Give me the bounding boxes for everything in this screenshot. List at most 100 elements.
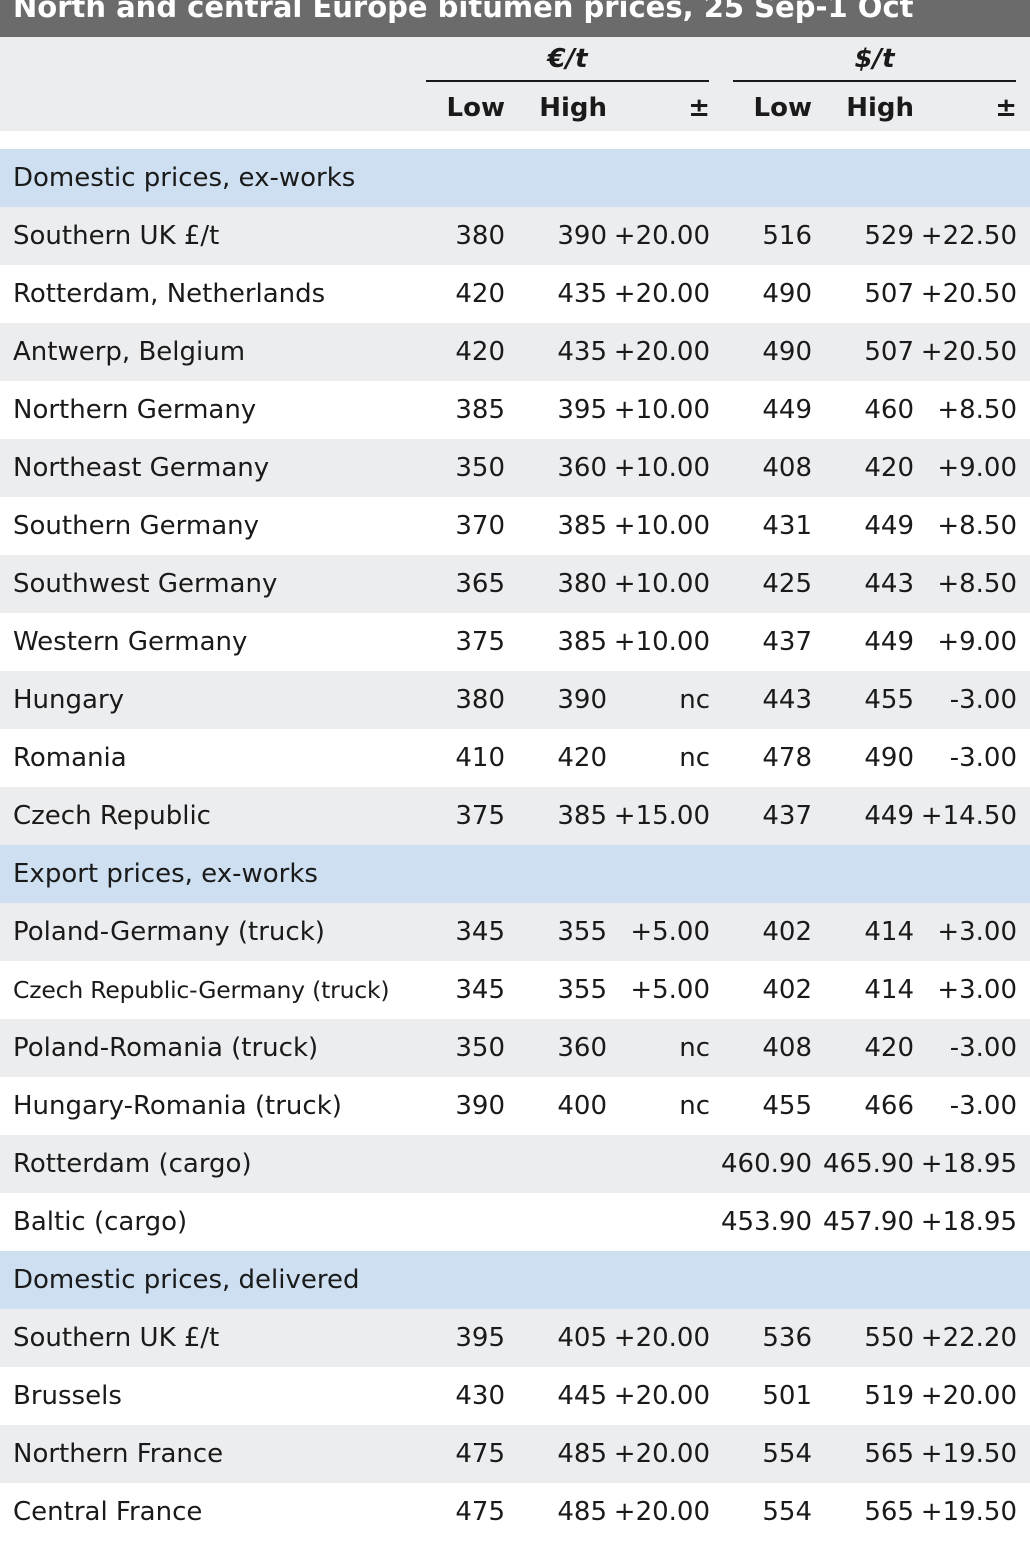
table-row: Antwerp, Belgium 420 435 +20.00 490 507 +20.50: [0, 323, 1030, 381]
cell-usd-change: +8.50: [937, 511, 1017, 541]
cell-usd-high: 490: [864, 743, 914, 773]
cell-eur-low: 475: [455, 1439, 505, 1469]
cell-usd-high: 420: [864, 1033, 914, 1063]
cell-usd-high: 443: [864, 569, 914, 599]
cell-usd-change: -3.00: [949, 1091, 1017, 1121]
row-label: Baltic (cargo): [13, 1207, 188, 1237]
table-row: Central France 475 485 +20.00 554 565 +19.50: [0, 1483, 1030, 1541]
col-header-usd-high: High: [846, 93, 914, 123]
table-row: Northern Germany 385 395 +10.00 449 460 +8.50: [0, 381, 1030, 439]
cell-usd-low: 501: [762, 1381, 812, 1411]
cell-usd-low: 449: [762, 395, 812, 425]
cell-eur-low: 345: [455, 975, 505, 1005]
table-row: Brussels 430 445 +20.00 501 519 +20.00: [0, 1367, 1030, 1425]
cell-usd-change: +22.50: [920, 221, 1017, 251]
cell-usd-change: +9.00: [937, 453, 1017, 483]
cell-eur-high: 380: [557, 569, 607, 599]
cell-usd-low: 402: [762, 975, 812, 1005]
row-label: Rotterdam (cargo): [13, 1149, 252, 1179]
cell-eur-high: 385: [557, 801, 607, 831]
cell-usd-high: 565: [864, 1497, 914, 1527]
cell-eur-change: +20.00: [613, 279, 710, 309]
cell-usd-change: +20.00: [920, 1381, 1017, 1411]
cell-eur-change: +5.00: [630, 975, 710, 1005]
cell-usd-change: +8.50: [937, 395, 1017, 425]
cell-eur-high: 385: [557, 627, 607, 657]
cell-usd-change: +19.50: [920, 1497, 1017, 1527]
table-row: Poland-Romania (truck) 350 360 nc 408 420 -3.0…: [0, 1019, 1030, 1077]
table-row: Hungary 380 390 nc 443 455 -3.00: [0, 671, 1030, 729]
cell-eur-high: 360: [557, 1033, 607, 1063]
table-row: Rotterdam (cargo) 460.90 465.90 +18.95: [0, 1135, 1030, 1193]
cell-usd-high: 465.90: [823, 1149, 914, 1179]
col-header-eur-high: High: [539, 93, 607, 123]
cell-eur-low: 395: [455, 1323, 505, 1353]
cell-eur-change: +10.00: [613, 569, 710, 599]
section-label: Domestic prices, ex-works: [13, 163, 356, 193]
cell-usd-high: 529: [864, 221, 914, 251]
table-row: Baltic (cargo) 453.90 457.90 +18.95: [0, 1193, 1030, 1251]
cell-eur-low: 345: [455, 917, 505, 947]
row-label: Poland-Germany (truck): [13, 917, 325, 947]
header-gap: [0, 131, 1030, 149]
row-label: Rotterdam, Netherlands: [13, 279, 326, 309]
cell-eur-low: 380: [455, 221, 505, 251]
cell-usd-low: 490: [762, 337, 812, 367]
unit-underline-eur: [426, 80, 709, 82]
cell-eur-low: 350: [455, 453, 505, 483]
cell-eur-change: nc: [679, 685, 710, 715]
cell-usd-low: 554: [762, 1439, 812, 1469]
section-header: Domestic prices, ex-works: [0, 149, 1030, 207]
table-row: Southwest Germany 365 380 +10.00 425 443 +8.50: [0, 555, 1030, 613]
cell-eur-low: 390: [455, 1091, 505, 1121]
row-label: Poland-Romania (truck): [13, 1033, 319, 1063]
cell-eur-change: +10.00: [613, 453, 710, 483]
cell-eur-high: 445: [557, 1381, 607, 1411]
unit-header-eur: €/t: [547, 44, 588, 74]
cell-usd-change: -3.00: [949, 743, 1017, 773]
row-label: Southern UK £/t: [13, 1323, 220, 1353]
cell-usd-high: 466: [864, 1091, 914, 1121]
cell-eur-low: 375: [455, 801, 505, 831]
cell-usd-high: 420: [864, 453, 914, 483]
cell-eur-high: 485: [557, 1497, 607, 1527]
cell-eur-change: nc: [679, 743, 710, 773]
unit-underline-usd: [733, 80, 1016, 82]
cell-eur-change: +20.00: [613, 1381, 710, 1411]
table-row: Northern France 475 485 +20.00 554 565 +19.50: [0, 1425, 1030, 1483]
cell-eur-change: +5.00: [630, 917, 710, 947]
cell-usd-high: 457.90: [823, 1207, 914, 1237]
section-header: Domestic prices, delivered: [0, 1251, 1030, 1309]
cell-usd-low: 443: [762, 685, 812, 715]
row-label: Romania: [13, 743, 127, 773]
cell-usd-low: 408: [762, 1033, 812, 1063]
col-header-eur-change: ±: [688, 93, 710, 123]
cell-usd-change: +14.50: [920, 801, 1017, 831]
cell-usd-change: -3.00: [949, 685, 1017, 715]
cell-usd-change: +18.95: [920, 1207, 1017, 1237]
cell-eur-high: 355: [557, 917, 607, 947]
cell-usd-change: +3.00: [937, 917, 1017, 947]
column-header: [0, 37, 1030, 131]
cell-eur-low: 350: [455, 1033, 505, 1063]
cell-usd-high: 550: [864, 1323, 914, 1353]
cell-eur-low: 370: [455, 511, 505, 541]
row-label: Southern Germany: [13, 511, 260, 541]
cell-usd-low: 554: [762, 1497, 812, 1527]
cell-usd-change: -3.00: [949, 1033, 1017, 1063]
table-row: Northeast Germany 350 360 +10.00 408 420 +9.00: [0, 439, 1030, 497]
cell-usd-low: 437: [762, 801, 812, 831]
cell-usd-low: 453.90: [721, 1207, 812, 1237]
cell-usd-low: 460.90: [721, 1149, 812, 1179]
table-row: Southern UK £/t 395 405 +20.00 536 550 +22.20: [0, 1309, 1030, 1367]
cell-usd-high: 449: [864, 627, 914, 657]
cell-eur-high: 485: [557, 1439, 607, 1469]
table-title: North and central Europe bitumen prices,…: [0, 0, 1030, 37]
table-row: Hungary-Romania (truck) 390 400 nc 455 466 -3.…: [0, 1077, 1030, 1135]
price-table-body: Domestic prices, ex-works Southern UK £/t…: [0, 149, 1030, 1541]
table-row: Czech Republic-Germany (truck) 345 355 +5.0…: [0, 961, 1030, 1019]
cell-eur-high: 435: [557, 337, 607, 367]
cell-usd-change: +8.50: [937, 569, 1017, 599]
row-label: Northern Germany: [13, 395, 257, 425]
cell-usd-low: 478: [762, 743, 812, 773]
